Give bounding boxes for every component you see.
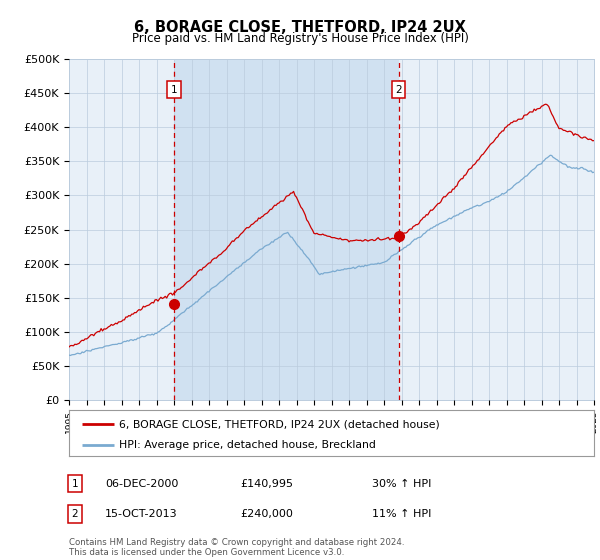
Text: 2: 2: [395, 85, 402, 95]
Text: 11% ↑ HPI: 11% ↑ HPI: [372, 509, 431, 519]
Text: 6, BORAGE CLOSE, THETFORD, IP24 2UX: 6, BORAGE CLOSE, THETFORD, IP24 2UX: [134, 20, 466, 35]
Text: 6, BORAGE CLOSE, THETFORD, IP24 2UX (detached house): 6, BORAGE CLOSE, THETFORD, IP24 2UX (det…: [119, 419, 440, 430]
Text: 15-OCT-2013: 15-OCT-2013: [105, 509, 178, 519]
Text: HPI: Average price, detached house, Breckland: HPI: Average price, detached house, Brec…: [119, 440, 376, 450]
Text: 1: 1: [71, 479, 79, 489]
Text: 06-DEC-2000: 06-DEC-2000: [105, 479, 178, 489]
Text: 1: 1: [170, 85, 178, 95]
Text: £240,000: £240,000: [240, 509, 293, 519]
Text: 2: 2: [71, 509, 79, 519]
Bar: [174, 59, 398, 400]
Text: Contains HM Land Registry data © Crown copyright and database right 2024.: Contains HM Land Registry data © Crown c…: [69, 538, 404, 547]
Text: 30% ↑ HPI: 30% ↑ HPI: [372, 479, 431, 489]
Text: This data is licensed under the Open Government Licence v3.0.: This data is licensed under the Open Gov…: [69, 548, 344, 557]
Text: £140,995: £140,995: [240, 479, 293, 489]
Text: Price paid vs. HM Land Registry's House Price Index (HPI): Price paid vs. HM Land Registry's House …: [131, 32, 469, 45]
